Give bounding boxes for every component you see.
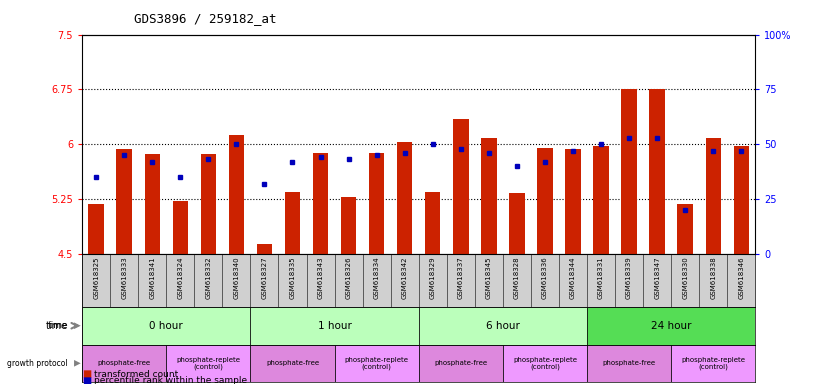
Text: GSM618338: GSM618338 [710,257,716,299]
Text: GSM618324: GSM618324 [177,257,183,299]
Text: 0 hour: 0 hour [149,321,183,331]
Bar [335,344,419,382]
Text: 6 hour: 6 hour [486,321,520,331]
Text: GSM618328: GSM618328 [514,257,520,299]
Bar [82,307,250,344]
Bar [117,149,132,254]
Text: ■: ■ [82,376,91,384]
Text: transformed count: transformed count [94,370,179,379]
Bar [672,344,755,382]
Bar [144,154,160,254]
Bar [705,138,721,254]
Text: phosphate-free: phosphate-free [603,360,656,366]
Bar [341,197,356,254]
Text: phosphate-replete
(control): phosphate-replete (control) [177,357,241,370]
Bar [649,89,665,254]
Text: GDS3896 / 259182_at: GDS3896 / 259182_at [134,12,277,25]
Text: GSM618330: GSM618330 [682,257,688,299]
Bar [419,307,587,344]
Bar [587,307,755,344]
Bar [82,344,166,382]
Bar [566,149,580,254]
Text: GSM618339: GSM618339 [626,257,632,299]
Text: GSM618331: GSM618331 [598,257,604,299]
Text: GSM618329: GSM618329 [429,257,436,299]
Text: GSM618341: GSM618341 [149,257,155,299]
Bar [453,119,469,254]
Text: 1 hour: 1 hour [318,321,351,331]
Bar [229,135,244,254]
Text: GSM618345: GSM618345 [486,257,492,299]
Bar [419,344,502,382]
Text: GSM618334: GSM618334 [374,257,379,299]
Text: phosphate-replete
(control): phosphate-replete (control) [513,357,577,370]
Bar [481,138,497,254]
Text: GSM618325: GSM618325 [93,257,99,299]
Text: phosphate-replete
(control): phosphate-replete (control) [681,357,745,370]
Bar [313,153,328,254]
Bar [257,244,272,254]
Text: GSM618326: GSM618326 [346,257,351,299]
Text: GSM618332: GSM618332 [205,257,211,299]
Bar [250,307,419,344]
Text: phosphate-free: phosphate-free [266,360,319,366]
Bar [509,193,525,254]
Text: GSM618343: GSM618343 [318,257,323,299]
Bar [425,192,440,254]
Text: 24 hour: 24 hour [651,321,691,331]
Bar [200,154,216,254]
Text: GSM618337: GSM618337 [458,257,464,299]
Bar [734,146,749,254]
Text: phosphate-free: phosphate-free [434,360,488,366]
Text: phosphate-replete
(control): phosphate-replete (control) [345,357,409,370]
Text: GSM618340: GSM618340 [233,257,240,299]
Text: GSM618344: GSM618344 [570,257,576,299]
Bar [369,153,384,254]
Text: time: time [48,321,68,330]
Bar [397,142,412,254]
Bar [89,204,103,254]
Bar [285,192,300,254]
Text: GSM618327: GSM618327 [261,257,268,299]
Bar [621,89,637,254]
Text: GSM618342: GSM618342 [401,257,408,299]
Bar [166,344,250,382]
Bar [677,204,693,254]
Text: percentile rank within the sample: percentile rank within the sample [94,376,248,384]
Text: GSM618336: GSM618336 [542,257,548,299]
Text: GSM618346: GSM618346 [738,257,745,299]
Text: time: time [46,321,68,331]
Text: growth protocol: growth protocol [7,359,68,368]
Text: GSM618333: GSM618333 [122,257,127,299]
Text: GSM618347: GSM618347 [654,257,660,299]
Bar [250,344,335,382]
Bar [594,146,608,254]
Bar [502,344,587,382]
Text: GSM618335: GSM618335 [290,257,296,299]
Bar [172,201,188,254]
Bar [537,148,553,254]
Bar [587,344,672,382]
Text: ■: ■ [82,369,91,379]
Text: phosphate-free: phosphate-free [98,360,151,366]
